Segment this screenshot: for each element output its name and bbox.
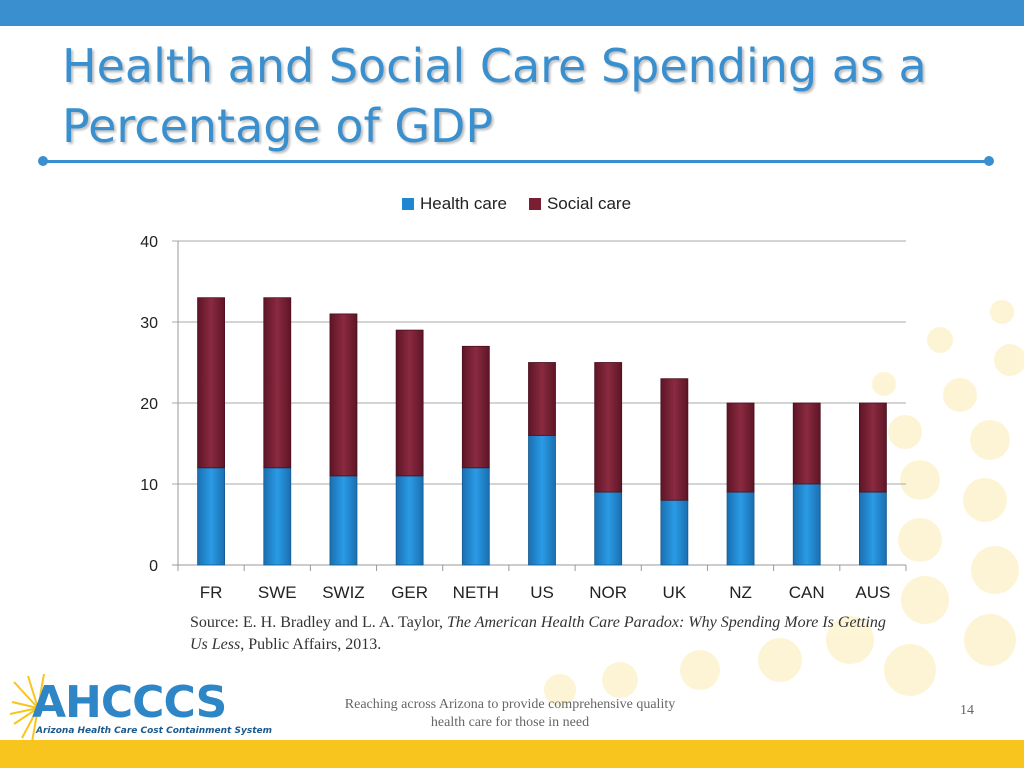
underline-left-dot xyxy=(38,156,48,166)
bar-social-nor xyxy=(594,362,623,493)
legend-label-health: Health care xyxy=(420,194,507,213)
legend-swatch-social xyxy=(528,198,541,210)
bottom-accent-bar xyxy=(0,740,1024,768)
top-accent-bar xyxy=(0,0,1024,26)
legend-swatch-health xyxy=(402,198,414,210)
bar-health-ger xyxy=(395,475,424,566)
source-suffix: , Public Affairs, 2013. xyxy=(240,636,382,653)
bar-social-neth xyxy=(461,345,490,469)
bar-health-fr xyxy=(197,467,225,566)
logo-subtitle: Arizona Health Care Cost Containment Sys… xyxy=(36,726,272,736)
chart-legend: Health care Social care xyxy=(402,194,631,214)
bar-social-us xyxy=(528,362,556,436)
source-citation: Source: E. H. Bradley and L. A. Taylor, … xyxy=(190,612,890,656)
x-tick-label: AUS xyxy=(855,583,890,602)
underline-right-dot xyxy=(984,156,994,166)
y-tick-label: 10 xyxy=(140,477,158,494)
bar-health-neth xyxy=(461,467,490,566)
bar-social-fr xyxy=(197,297,225,469)
bar-health-can xyxy=(792,483,821,566)
ahcccs-sun-logo-icon xyxy=(9,673,45,743)
logo-wordmark: AHCCCS xyxy=(32,677,227,728)
bar-social-uk xyxy=(660,378,689,501)
title-underline xyxy=(42,160,990,163)
bar-health-uk xyxy=(660,499,689,566)
x-tick-label: GER xyxy=(391,583,428,602)
bar-social-aus xyxy=(859,402,887,493)
page-number: 14 xyxy=(960,703,974,718)
x-tick-label: SWIZ xyxy=(322,583,365,602)
bar-health-swe xyxy=(263,467,292,566)
x-tick-label: SWE xyxy=(258,583,297,602)
x-tick-label: US xyxy=(530,583,554,602)
bar-social-nz xyxy=(726,402,755,493)
source-book-title: The American Health Care Paradox: Why Sp… xyxy=(190,614,886,653)
bar-social-ger xyxy=(395,329,424,477)
y-tick-label: 30 xyxy=(140,315,158,332)
y-tick-label: 0 xyxy=(149,558,158,575)
slide-title: Health and Social Care Spending as a Per… xyxy=(62,39,927,153)
x-tick-label: NETH xyxy=(453,583,499,602)
bar-health-nz xyxy=(726,491,755,566)
legend-label-social: Social care xyxy=(546,194,632,213)
x-tick-label: NZ xyxy=(729,583,752,602)
bar-health-aus xyxy=(859,491,887,566)
bar-social-swiz xyxy=(329,313,358,477)
source-prefix: Source: E. H. Bradley and L. A. Taylor, xyxy=(190,614,447,631)
legend-item-social: Social care xyxy=(528,194,632,214)
x-tick-label: NOR xyxy=(589,583,627,602)
bar-health-swiz xyxy=(329,475,358,566)
bar-social-swe xyxy=(263,297,292,469)
x-tick-label: UK xyxy=(663,583,687,602)
y-tick-label: 40 xyxy=(140,234,158,251)
bar-health-us xyxy=(528,434,556,566)
x-tick-label: FR xyxy=(200,583,223,602)
legend-item-health: Health care xyxy=(402,194,507,214)
footer-tagline: Reaching across Arizona to provide compr… xyxy=(344,697,676,730)
bar-health-nor xyxy=(594,491,623,566)
x-tick-label: CAN xyxy=(789,583,825,602)
bar-social-can xyxy=(792,402,821,485)
y-tick-label: 20 xyxy=(140,396,158,413)
